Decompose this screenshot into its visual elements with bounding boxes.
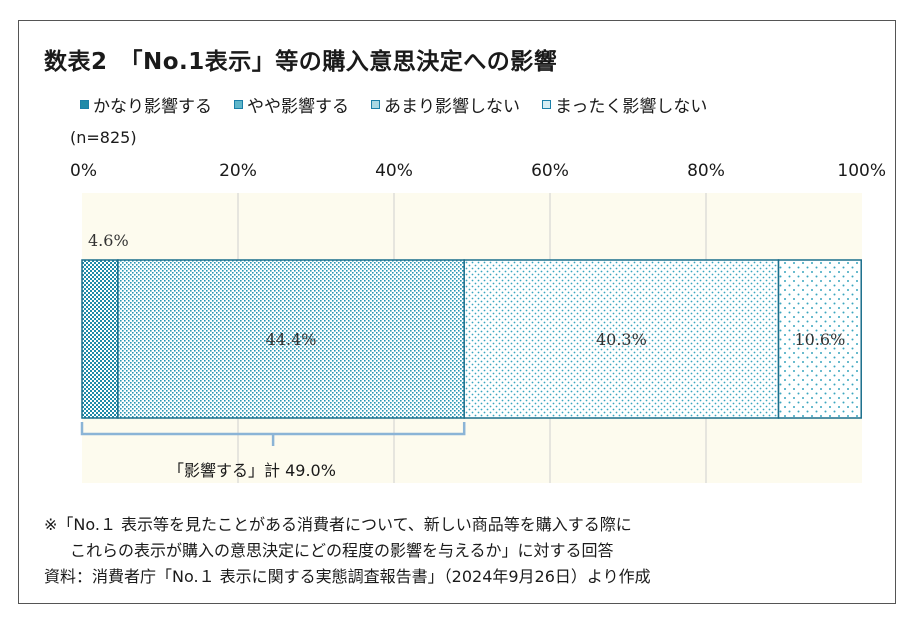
x-axis-ticks: 0% 20% 40% 60% 80% 100% [70,161,886,181]
segment-label-0: 4.6% [88,231,129,250]
x-tick-label-4: 80% [687,161,725,181]
segment-label-3: 10.6% [794,330,845,349]
legend-label-little: あまり影響しない [384,97,520,117]
legend-item-little: あまり影響しない [371,92,520,117]
legend-swatch-none [542,100,551,109]
sum-bracket-line [80,422,466,446]
x-tick-label-1: 20% [219,161,257,181]
x-tick-label-5: 100% [837,161,886,181]
legend-item-very: かなり影響する [80,92,212,117]
legend-swatch-somewhat [234,100,243,109]
x-tick-label-2: 40% [375,161,413,181]
bar-segment-3 [777,259,862,419]
sum-bracket-label: 「影響する」計 49.0% [168,461,336,480]
legend-item-somewhat: やや影響する [234,92,349,117]
bar-segments [81,259,862,419]
legend-label-none: まったく影響しない [555,97,708,117]
legend-item-none: まったく影響しない [542,92,707,117]
note-line-1: ※「No.１ 表示等を見たことがある消費者について、新しい商品等を購入する際に [44,515,632,534]
x-tick-label-0: 0% [70,161,97,181]
x-tick-label-3: 60% [531,161,569,181]
note-line-2: これらの表示が購入の意思決定にどの程度の影響を与えるか」に対する回答 [70,541,614,560]
segment-labels: 4.6% 44.4% 40.3% 10.6% [88,231,845,349]
segment-label-1: 44.4% [266,330,317,349]
segment-label-2: 40.3% [596,330,647,349]
sample-size-label: (n=825) [70,128,137,147]
legend-label-very: かなり影響する [93,97,212,117]
source-line: 資料：消費者庁「No.１ 表示に関する実態調査報告書」（2024年9月26日）よ… [44,567,651,586]
legend-swatch-little [371,100,380,109]
figure-title: 数表2 「No.1表示」等の購入意思決定への影響 [44,49,558,75]
legend-label-somewhat: やや影響する [247,97,349,117]
footnotes: ※「No.１ 表示等を見たことがある消費者について、新しい商品等を購入する際に … [44,512,651,590]
bar-segment-2 [463,259,780,419]
sum-bracket: 「影響する」計 49.0% [80,422,466,480]
legend-swatch-very [80,100,89,109]
bar-segment-0 [81,259,119,419]
bar-segment-1 [117,259,465,419]
legend: かなり影響する やや影響する あまり影響しない まったく影響しない [80,92,707,117]
